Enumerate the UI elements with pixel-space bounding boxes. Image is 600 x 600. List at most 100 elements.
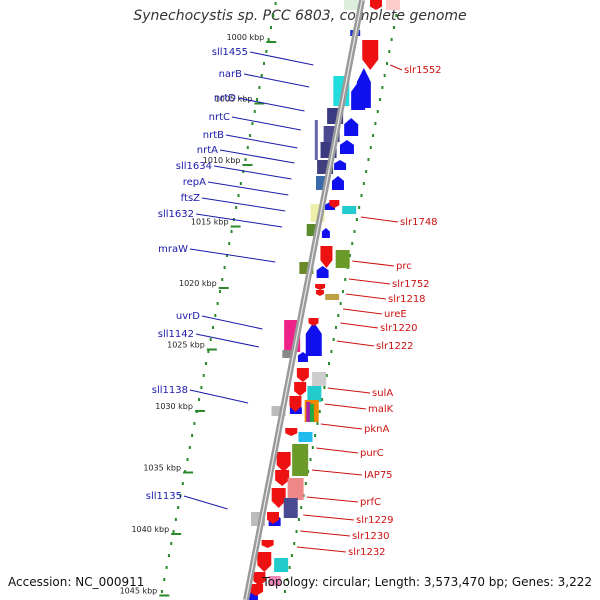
track-dot [325, 374, 328, 377]
track-dot [332, 338, 335, 341]
track-dot [392, 26, 395, 29]
track-dot [369, 146, 372, 149]
genome-stats: Topology: circular; Length: 3,573,470 bp… [262, 575, 592, 589]
track-dot [388, 50, 391, 53]
gene-block [386, 0, 400, 10]
track-dot [223, 266, 226, 269]
right-gene-label: pknA [364, 424, 389, 435]
track-dot [348, 254, 351, 257]
gene-features [247, 0, 400, 600]
track-dot [267, 38, 270, 41]
track-dot [290, 554, 293, 557]
gene-block [274, 558, 289, 572]
track-dot [237, 194, 240, 197]
track-dot [339, 302, 342, 305]
track-dot [376, 110, 379, 113]
reverse-gene-arrow [253, 572, 266, 586]
track-dot [225, 254, 228, 257]
right-gene-label: IAP75 [364, 470, 393, 481]
scale-tick-label: 1030 kbp [155, 402, 193, 411]
scale-tick-label: 1020 kbp [179, 279, 217, 288]
track-dot [207, 350, 210, 353]
scale-tick-label: 1015 kbp [191, 218, 229, 227]
track-dot [198, 398, 201, 401]
track-dot [174, 518, 177, 521]
left-label-leader [195, 213, 283, 228]
track-dot [211, 326, 214, 329]
track-dot [386, 62, 389, 65]
track-dot [309, 458, 312, 461]
track-dot [367, 158, 370, 161]
track-dot [344, 278, 347, 281]
track-dot [379, 98, 382, 101]
right-label-leader [390, 64, 403, 71]
forward-gene-arrow [331, 176, 344, 190]
forward-gene-arrow [339, 140, 354, 154]
gene-block [309, 404, 314, 422]
track-dot [179, 494, 182, 497]
left-gene-label: nrtB [203, 130, 224, 141]
scale-tick-label: 1045 kbp [120, 587, 158, 596]
reverse-gene-arrow [315, 290, 324, 296]
backbone-highlight [245, 0, 363, 600]
track-dot [188, 446, 191, 449]
track-dot [316, 422, 319, 425]
track-dot [258, 86, 261, 89]
track-dot [334, 326, 337, 329]
track-dot [181, 482, 184, 485]
forward-gene-arrow [305, 322, 322, 356]
right-label-leader [342, 308, 383, 315]
reverse-gene-arrow [271, 488, 286, 508]
left-label-leader [195, 333, 260, 348]
track-dot [242, 170, 245, 173]
track-dot [172, 530, 175, 533]
track-dot [351, 242, 354, 245]
track-dot [372, 134, 375, 137]
track-dot [288, 566, 291, 569]
forward-gene-arrow [351, 82, 366, 110]
scale-tick-label: 1040 kbp [131, 525, 169, 534]
gene-block [335, 250, 350, 268]
left-label-leader [219, 149, 295, 164]
track-dot [230, 230, 233, 233]
right-gene-label: prc [396, 261, 412, 272]
scale-tick-label: 1025 kbp [167, 341, 205, 350]
track-dot [374, 122, 377, 125]
right-gene-label: slr1229 [356, 515, 394, 526]
gene-block [282, 350, 295, 358]
reverse-gene-arrow [249, 584, 264, 596]
left-gene-label: uvrD [176, 311, 200, 322]
track-dot [297, 518, 300, 521]
track-dot [362, 182, 365, 185]
track-dot [381, 86, 384, 89]
track-dot [218, 290, 221, 293]
right-gene-label: slr1218 [388, 294, 426, 305]
right-gene-label: slr1222 [376, 341, 414, 352]
right-label-leader [303, 514, 355, 521]
scale-tick-label: 1000 kbp [227, 33, 265, 42]
dotted-tracks [160, 2, 400, 593]
track-dot [214, 314, 217, 317]
left-gene-label: nrtC [209, 112, 230, 123]
left-label-leader [201, 197, 286, 212]
reverse-gene-arrow [275, 470, 290, 486]
left-gene-label: sll1142 [158, 329, 194, 340]
track-dot [239, 182, 242, 185]
gene-block [283, 498, 298, 518]
track-dot [272, 14, 275, 17]
right-gene-label: slr1232 [348, 547, 386, 558]
right-gene-label: slr1230 [352, 531, 390, 542]
right-gene-label: sulA [372, 388, 393, 399]
track-dot [300, 506, 303, 509]
reverse-gene-arrow [296, 368, 309, 382]
left-label-leader [207, 181, 289, 196]
left-gene-label: nrtA [197, 145, 218, 156]
left-gene-label: sll1455 [212, 47, 248, 58]
track-dot [390, 38, 393, 41]
left-gene-label: narB [219, 69, 243, 80]
reverse-gene-arrow [362, 40, 379, 70]
track-dot [265, 50, 268, 53]
track-dot [321, 398, 324, 401]
track-dot [244, 158, 247, 161]
